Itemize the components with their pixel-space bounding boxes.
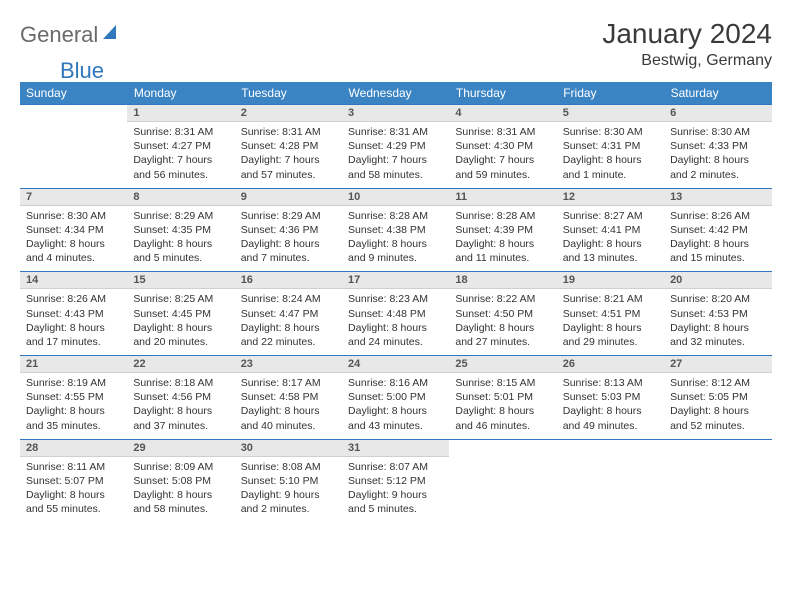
day-number-cell: 26 xyxy=(557,356,664,373)
day-info-cell: Sunrise: 8:21 AMSunset: 4:51 PMDaylight:… xyxy=(557,289,664,356)
day-info-cell: Sunrise: 8:17 AMSunset: 4:58 PMDaylight:… xyxy=(235,373,342,440)
day-number-cell: 3 xyxy=(342,105,449,122)
day-info-cell: Sunrise: 8:26 AMSunset: 4:43 PMDaylight:… xyxy=(20,289,127,356)
day-info-cell: Sunrise: 8:20 AMSunset: 4:53 PMDaylight:… xyxy=(664,289,771,356)
day-number-cell: 21 xyxy=(20,356,127,373)
day-number-cell: 30 xyxy=(235,439,342,456)
day-info-cell: Sunrise: 8:09 AMSunset: 5:08 PMDaylight:… xyxy=(127,456,234,522)
day-number-cell xyxy=(557,439,664,456)
day-number-cell: 8 xyxy=(127,188,234,205)
day-info-cell xyxy=(20,122,127,189)
day-number-cell: 20 xyxy=(664,272,771,289)
day-info-cell: Sunrise: 8:31 AMSunset: 4:27 PMDaylight:… xyxy=(127,122,234,189)
day-info-cell: Sunrise: 8:31 AMSunset: 4:28 PMDaylight:… xyxy=(235,122,342,189)
day-number-cell xyxy=(20,105,127,122)
day-info-row: Sunrise: 8:31 AMSunset: 4:27 PMDaylight:… xyxy=(20,122,772,189)
day-number-cell: 13 xyxy=(664,188,771,205)
day-info-cell: Sunrise: 8:29 AMSunset: 4:35 PMDaylight:… xyxy=(127,205,234,272)
day-number-row: 28293031 xyxy=(20,439,772,456)
day-info-cell: Sunrise: 8:18 AMSunset: 4:56 PMDaylight:… xyxy=(127,373,234,440)
day-number-cell xyxy=(449,439,556,456)
day-info-cell xyxy=(664,456,771,522)
day-info-cell: Sunrise: 8:11 AMSunset: 5:07 PMDaylight:… xyxy=(20,456,127,522)
day-info-cell: Sunrise: 8:28 AMSunset: 4:38 PMDaylight:… xyxy=(342,205,449,272)
day-number-cell: 1 xyxy=(127,105,234,122)
logo: General xyxy=(20,18,122,48)
day-info-row: Sunrise: 8:19 AMSunset: 4:55 PMDaylight:… xyxy=(20,373,772,440)
day-number-row: 21222324252627 xyxy=(20,356,772,373)
day-number-cell: 5 xyxy=(557,105,664,122)
day-info-cell: Sunrise: 8:31 AMSunset: 4:30 PMDaylight:… xyxy=(449,122,556,189)
day-number-cell: 4 xyxy=(449,105,556,122)
day-number-cell: 7 xyxy=(20,188,127,205)
weekday-header: Friday xyxy=(557,82,664,105)
logo-sail-icon xyxy=(102,24,120,47)
header: General January 2024 Bestwig, Germany xyxy=(20,18,772,70)
day-number-cell: 12 xyxy=(557,188,664,205)
day-info-cell: Sunrise: 8:23 AMSunset: 4:48 PMDaylight:… xyxy=(342,289,449,356)
day-number-cell: 23 xyxy=(235,356,342,373)
day-number-cell: 18 xyxy=(449,272,556,289)
logo-text-general: General xyxy=(20,22,98,48)
day-info-cell: Sunrise: 8:12 AMSunset: 5:05 PMDaylight:… xyxy=(664,373,771,440)
day-number-cell: 16 xyxy=(235,272,342,289)
day-number-cell: 2 xyxy=(235,105,342,122)
weekday-header-row: Sunday Monday Tuesday Wednesday Thursday… xyxy=(20,82,772,105)
day-info-cell: Sunrise: 8:28 AMSunset: 4:39 PMDaylight:… xyxy=(449,205,556,272)
day-info-cell: Sunrise: 8:22 AMSunset: 4:50 PMDaylight:… xyxy=(449,289,556,356)
weekday-header: Wednesday xyxy=(342,82,449,105)
day-number-cell: 14 xyxy=(20,272,127,289)
day-number-row: 123456 xyxy=(20,105,772,122)
calendar-table: Sunday Monday Tuesday Wednesday Thursday… xyxy=(20,82,772,522)
weekday-header: Tuesday xyxy=(235,82,342,105)
day-info-row: Sunrise: 8:11 AMSunset: 5:07 PMDaylight:… xyxy=(20,456,772,522)
day-info-cell: Sunrise: 8:30 AMSunset: 4:31 PMDaylight:… xyxy=(557,122,664,189)
day-info-row: Sunrise: 8:26 AMSunset: 4:43 PMDaylight:… xyxy=(20,289,772,356)
day-number-cell: 25 xyxy=(449,356,556,373)
day-number-row: 78910111213 xyxy=(20,188,772,205)
day-info-cell: Sunrise: 8:07 AMSunset: 5:12 PMDaylight:… xyxy=(342,456,449,522)
day-number-cell: 10 xyxy=(342,188,449,205)
day-number-cell: 22 xyxy=(127,356,234,373)
weekday-header: Thursday xyxy=(449,82,556,105)
day-info-cell: Sunrise: 8:26 AMSunset: 4:42 PMDaylight:… xyxy=(664,205,771,272)
day-number-cell: 11 xyxy=(449,188,556,205)
day-info-cell xyxy=(449,456,556,522)
day-info-row: Sunrise: 8:30 AMSunset: 4:34 PMDaylight:… xyxy=(20,205,772,272)
day-number-cell: 24 xyxy=(342,356,449,373)
day-info-cell: Sunrise: 8:24 AMSunset: 4:47 PMDaylight:… xyxy=(235,289,342,356)
day-number-cell: 15 xyxy=(127,272,234,289)
day-number-cell: 29 xyxy=(127,439,234,456)
weekday-header: Saturday xyxy=(664,82,771,105)
day-number-cell: 6 xyxy=(664,105,771,122)
day-number-cell: 27 xyxy=(664,356,771,373)
day-info-cell: Sunrise: 8:30 AMSunset: 4:34 PMDaylight:… xyxy=(20,205,127,272)
day-info-cell: Sunrise: 8:15 AMSunset: 5:01 PMDaylight:… xyxy=(449,373,556,440)
day-info-cell: Sunrise: 8:16 AMSunset: 5:00 PMDaylight:… xyxy=(342,373,449,440)
weekday-header: Sunday xyxy=(20,82,127,105)
day-number-cell: 31 xyxy=(342,439,449,456)
day-info-cell: Sunrise: 8:08 AMSunset: 5:10 PMDaylight:… xyxy=(235,456,342,522)
day-info-cell: Sunrise: 8:31 AMSunset: 4:29 PMDaylight:… xyxy=(342,122,449,189)
day-number-cell: 28 xyxy=(20,439,127,456)
day-info-cell: Sunrise: 8:29 AMSunset: 4:36 PMDaylight:… xyxy=(235,205,342,272)
day-number-cell: 9 xyxy=(235,188,342,205)
day-info-cell: Sunrise: 8:27 AMSunset: 4:41 PMDaylight:… xyxy=(557,205,664,272)
day-number-row: 14151617181920 xyxy=(20,272,772,289)
month-title: January 2024 xyxy=(602,18,772,50)
day-number-cell: 19 xyxy=(557,272,664,289)
logo-text-blue: Blue xyxy=(60,58,104,84)
title-block: January 2024 Bestwig, Germany xyxy=(602,18,772,70)
weekday-header: Monday xyxy=(127,82,234,105)
day-number-cell xyxy=(664,439,771,456)
day-info-cell: Sunrise: 8:13 AMSunset: 5:03 PMDaylight:… xyxy=(557,373,664,440)
day-info-cell: Sunrise: 8:19 AMSunset: 4:55 PMDaylight:… xyxy=(20,373,127,440)
day-info-cell xyxy=(557,456,664,522)
location: Bestwig, Germany xyxy=(602,52,772,70)
day-info-cell: Sunrise: 8:25 AMSunset: 4:45 PMDaylight:… xyxy=(127,289,234,356)
day-info-cell: Sunrise: 8:30 AMSunset: 4:33 PMDaylight:… xyxy=(664,122,771,189)
day-number-cell: 17 xyxy=(342,272,449,289)
